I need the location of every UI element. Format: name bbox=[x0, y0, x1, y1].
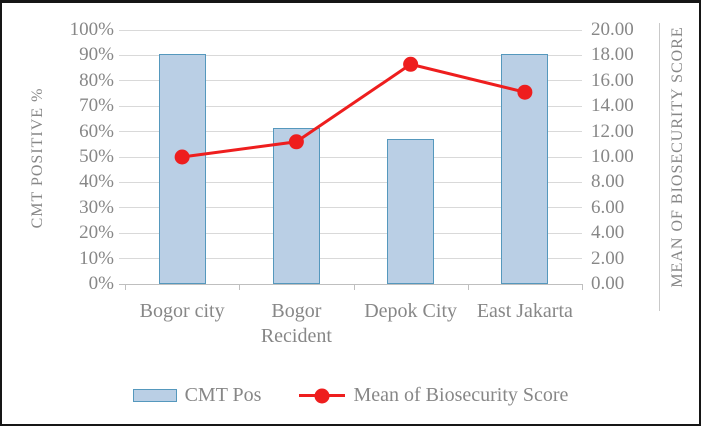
gridline bbox=[119, 181, 582, 183]
category-label: Bogor Recident bbox=[260, 300, 332, 347]
left-axis-tick-label: 0% bbox=[88, 273, 114, 294]
x-axis-tick bbox=[353, 284, 355, 290]
left-axis-tick-label: 90% bbox=[79, 44, 114, 66]
line-data-point bbox=[403, 56, 419, 72]
bar-cmt-pos bbox=[158, 54, 206, 284]
legend-bar-swatch bbox=[132, 389, 177, 402]
left-axis-tick-label: 80% bbox=[79, 69, 114, 91]
x-axis-tick bbox=[467, 284, 469, 290]
category-label: Depok City bbox=[364, 300, 458, 322]
bar-cmt-pos bbox=[387, 139, 435, 284]
legend-label: Mean of Biosecurity Score bbox=[353, 384, 569, 406]
right-axis-tick-label: 16.00 bbox=[591, 69, 634, 91]
chart-legend: CMT Pos Mean of Biosecurity Score bbox=[2, 384, 699, 407]
left-axis-tick-label: 40% bbox=[79, 171, 114, 193]
x-axis-tick bbox=[582, 284, 583, 290]
left-axis-tick-label: 100% bbox=[69, 19, 114, 40]
gridline bbox=[119, 232, 582, 234]
left-axis-tick-label: 10% bbox=[79, 247, 114, 269]
right-axis-tick-label: 6.00 bbox=[591, 196, 625, 218]
biosecurity-line bbox=[181, 62, 526, 159]
x-axis-tick bbox=[239, 284, 241, 290]
right-axis-title: MEAN OF BIOSECURITY SCORE bbox=[669, 26, 686, 288]
right-axis-tick-label: 0.00 bbox=[591, 273, 625, 294]
left-axis-tick-label: 70% bbox=[79, 95, 114, 117]
x-axis-tick bbox=[125, 284, 126, 290]
gridline bbox=[119, 54, 582, 56]
left-axis-tick-label: 30% bbox=[79, 196, 114, 218]
left-axis-tick-label: 50% bbox=[79, 146, 114, 167]
category-label: Bogor city bbox=[139, 300, 225, 322]
gridline bbox=[119, 29, 582, 31]
legend-line-marker bbox=[299, 388, 346, 403]
bar-cmt-pos bbox=[272, 127, 320, 284]
gridline bbox=[119, 207, 582, 209]
right-axis-tick-label: 18.00 bbox=[591, 44, 634, 66]
right-axis-tick-label: 14.00 bbox=[591, 95, 634, 117]
right-axis-tick-label: 8.00 bbox=[591, 171, 625, 193]
right-axis-tick-label: 20.00 bbox=[591, 19, 634, 40]
x-axis-line bbox=[119, 283, 582, 285]
bar-cmt-pos bbox=[501, 54, 549, 284]
legend-line-dot bbox=[314, 388, 330, 403]
left-axis-tick-label: 20% bbox=[79, 222, 114, 244]
right-axis-tick-label: 2.00 bbox=[591, 247, 625, 269]
right-axis-tick-label: 12.00 bbox=[591, 120, 634, 142]
legend-item-cmt-pos: CMT Pos bbox=[132, 384, 262, 407]
left-axis-tick-label: 60% bbox=[79, 120, 114, 142]
right-axis-tick-label: 4.00 bbox=[591, 222, 625, 244]
gridline bbox=[119, 258, 582, 260]
right-axis-tick-label: 10.00 bbox=[591, 146, 634, 167]
legend-label: CMT Pos bbox=[184, 384, 262, 406]
combo-chart: CMT POSITIVE % MEAN OF BIOSECURITY SCORE… bbox=[2, 3, 699, 424]
category-label: East Jakarta bbox=[476, 300, 573, 322]
right-axis-decor-line bbox=[659, 23, 660, 311]
legend-item-mean-of-biosecurity-score: Mean of Biosecurity Score bbox=[299, 384, 568, 407]
